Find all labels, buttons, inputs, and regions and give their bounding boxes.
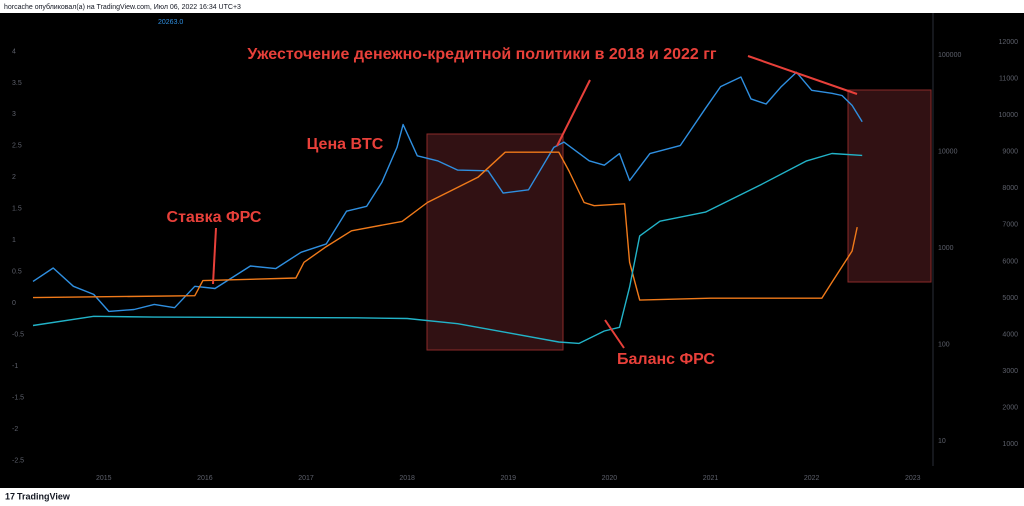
x-tick-label: 2021	[703, 475, 719, 482]
price-label: 20263.0	[158, 19, 183, 26]
y-tick-label: -1.5	[12, 394, 24, 401]
y3-tick-label: 2000	[1002, 405, 1018, 412]
y3-tick-label: 4000	[1002, 331, 1018, 338]
x-tick-label: 2023	[905, 475, 921, 482]
y-tick-label: -0.5	[12, 332, 24, 339]
y-tick-label: -1	[12, 363, 18, 370]
y3-tick-label: 9000	[1002, 149, 1018, 156]
y3-tick-label: 6000	[1002, 258, 1018, 265]
arrow	[212, 227, 217, 285]
y-tick-label: -2.5	[12, 457, 24, 464]
y2-tick-label: 10000	[938, 148, 958, 155]
annotation: Ужесточение денежно-кредитной политики в…	[247, 46, 717, 63]
y3-tick-label: 7000	[1002, 222, 1018, 229]
x-tick-label: 2016	[197, 475, 213, 482]
series-line	[32, 152, 863, 345]
y-tick-label: 3	[12, 111, 16, 118]
y2-tick-label: 10	[938, 438, 946, 445]
y-tick-label: -2	[12, 426, 18, 433]
x-tick-label: 2017	[298, 475, 314, 482]
x-tick-label: 2019	[500, 475, 516, 482]
arrow	[604, 319, 625, 349]
plot: 2015 2016 2017 2018 2019 2020 2021 2022 2023 -2.5…	[12, 39, 1018, 482]
y-tick-label: 1	[12, 237, 16, 244]
x-tick-label: 2022	[804, 475, 820, 482]
y-tick-label: 0	[12, 300, 16, 307]
arrow	[747, 55, 858, 95]
y3-tick-label: 5000	[1002, 295, 1018, 302]
series-line	[32, 71, 863, 313]
series-line	[32, 151, 858, 301]
y-tick-label: 3.5	[12, 80, 22, 87]
y3-tick-label: 12000	[999, 39, 1019, 46]
y-tick-label: 4	[12, 48, 16, 55]
y-tick-label: 0.5	[12, 269, 22, 276]
annotation-arrows	[212, 55, 858, 349]
y2-tick-label: 100000	[938, 52, 961, 59]
y3-tick-label: 10000	[999, 112, 1019, 119]
y2-tick-label: 1000	[938, 245, 954, 252]
x-tick-label: 2015	[96, 475, 112, 482]
arrow	[556, 79, 591, 147]
header-text: horcache опубликовал(а) на TradingView.c…	[4, 3, 241, 11]
y3-tick-label: 3000	[1002, 368, 1018, 375]
annotation: Баланс ФРС	[617, 351, 715, 368]
y3-tick-label: 11000	[999, 75, 1018, 82]
brand: TradingView	[17, 491, 71, 501]
annotation: Ставка ФРС	[167, 209, 262, 226]
annotation: Цена BTC	[307, 136, 384, 153]
x-tick-label: 2020	[602, 475, 618, 482]
y-tick-label: 2	[12, 174, 16, 181]
y-tick-label: 1.5	[12, 206, 22, 213]
y-tick-label: 2.5	[12, 143, 22, 150]
brand-logo: 17	[5, 491, 15, 501]
y3-tick-label: 1000	[1002, 441, 1018, 448]
y3-tick-label: 8000	[1002, 185, 1018, 192]
x-tick-label: 2018	[399, 475, 415, 482]
y2-tick-label: 100	[938, 341, 950, 348]
